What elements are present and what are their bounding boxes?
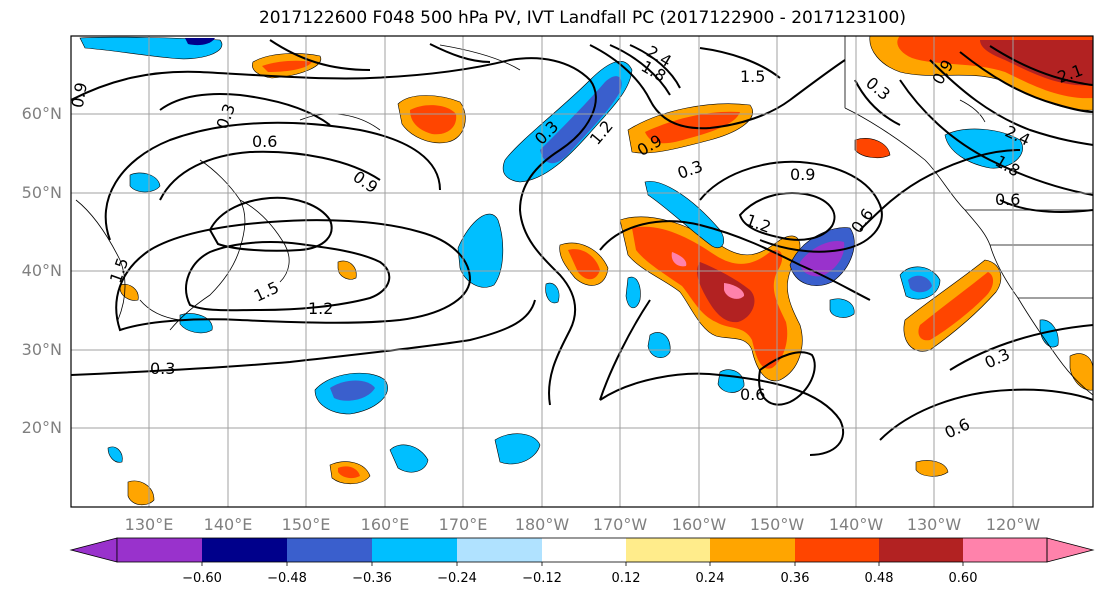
colorbar-tick-label: −0.60 [182,571,222,586]
colorbar-extend-left [69,537,118,563]
colorbar-tick-label: 0.60 [948,571,978,586]
colorbar-extend-right [1046,537,1095,563]
colorbar-bin [963,538,1047,562]
colorbar-bin [710,538,795,562]
contour-label: 0.9 [790,165,815,184]
contours [71,39,1093,456]
contour-label: 0.3 [150,359,175,378]
lon-label: 160°W [671,515,727,534]
colorbar-bin [457,538,542,562]
gridlines [71,36,1093,507]
map-title: 2017122600 F048 500 hPa PV, IVT Landfall… [258,8,906,28]
lon-label: 150°W [749,515,805,534]
colorbar-bin [542,538,626,562]
colorbar-bin [879,538,963,562]
colorbar [69,537,1095,566]
colorbar-tick-label: 0.48 [864,571,894,586]
colorbar-bin [202,538,287,562]
lon-label: 170°W [592,515,648,534]
colorbar-bin [795,538,879,562]
colorbar-tick-label: −0.12 [522,571,562,586]
contour-label: 1.5 [740,67,765,86]
lon-label: 130°W [906,515,962,534]
lat-label: 30°N [21,340,62,359]
lon-label: 170°E [438,515,488,534]
contour-label: 0.6 [740,385,765,404]
lat-label: 50°N [21,183,62,202]
lon-label: 150°E [281,515,331,534]
colorbar-tick-label: −0.36 [352,571,392,586]
contour-label: 0.6 [995,190,1020,209]
colorbar-tick-label: −0.48 [267,571,307,586]
lat-label: 60°N [21,104,62,123]
colorbar-bin [372,538,457,562]
lon-label: 140°E [203,515,253,534]
lat-label: 40°N [21,261,62,280]
lat-label: 20°N [21,418,62,437]
colorbar-bin [117,538,202,562]
colorbar-tick-label: 0.36 [780,571,810,586]
contour-label: 1.2 [308,299,333,318]
lon-label: 120°W [985,515,1041,534]
colorbar-bin [287,538,372,562]
lon-label: 160°E [360,515,410,534]
contour-label: 0.9 [68,81,91,109]
lon-label: 140°W [828,515,884,534]
contour-label: 0.6 [252,132,277,151]
lon-label: 130°E [124,515,174,534]
colorbar-tick-label: 0.24 [695,571,725,586]
lon-label: 180°W [514,515,570,534]
colorbar-bin [626,538,710,562]
colorbar-tick-label: 0.12 [611,571,641,586]
coastlines [75,36,1093,396]
colorbar-tick-label: −0.24 [437,571,477,586]
